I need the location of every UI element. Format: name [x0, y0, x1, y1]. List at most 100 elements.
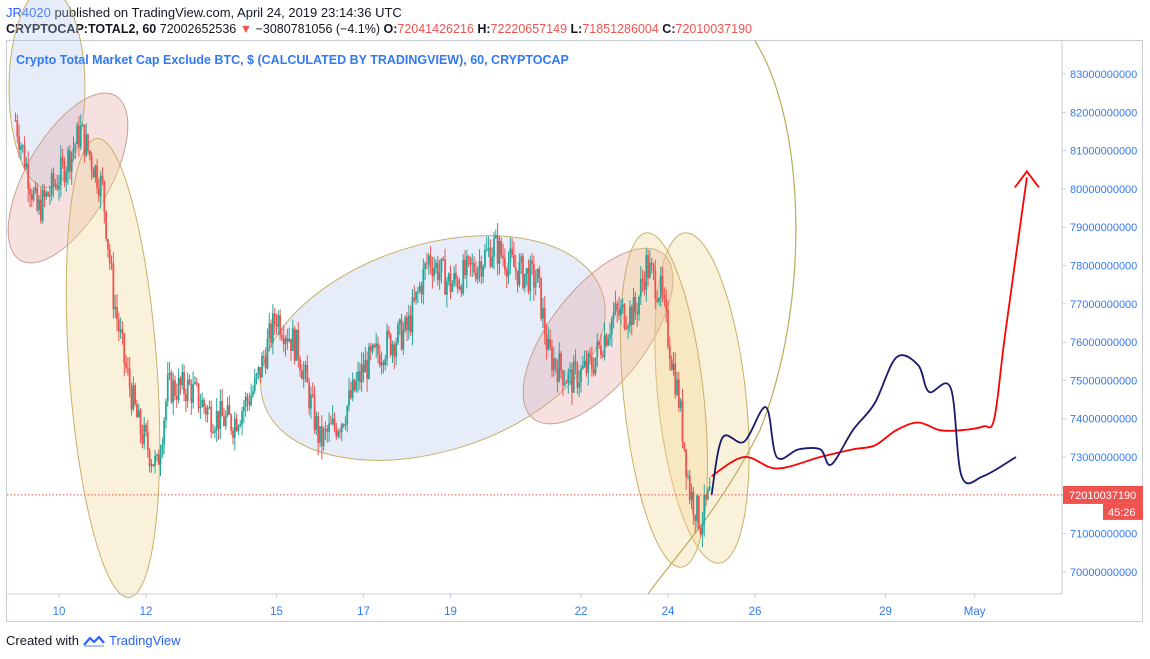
candle-body	[496, 235, 499, 264]
candle	[561, 369, 564, 397]
candle	[688, 469, 691, 505]
candle	[643, 271, 646, 296]
candle-body	[377, 343, 379, 355]
candle-body	[175, 395, 178, 400]
candle	[137, 403, 140, 418]
candle-body	[594, 357, 597, 374]
candle-body	[286, 338, 289, 342]
close-label: C:	[662, 22, 676, 36]
candle-body	[58, 185, 60, 190]
candle	[543, 296, 546, 345]
x-tick-label: 26	[749, 606, 762, 618]
tradingview-brand[interactable]: TradingView	[108, 633, 181, 648]
candle	[563, 369, 566, 388]
candle-body	[61, 157, 64, 162]
candle-body	[464, 259, 466, 276]
candle	[522, 253, 524, 290]
candle	[300, 363, 303, 380]
candle-body	[232, 430, 234, 438]
candle	[315, 411, 318, 436]
candle	[125, 354, 127, 373]
candle	[520, 253, 523, 275]
high-value: 72220657149	[490, 22, 568, 36]
candle-body	[616, 303, 619, 310]
candle	[353, 378, 356, 392]
candle-body	[625, 327, 628, 329]
candle-body	[23, 145, 26, 168]
chart-frame[interactable]	[6, 40, 1143, 622]
candle-body	[181, 372, 184, 386]
candle	[699, 525, 702, 537]
candle-body	[407, 315, 410, 331]
candle	[612, 301, 615, 329]
candle	[387, 326, 390, 339]
candle-body	[105, 211, 108, 240]
candle-body	[688, 475, 691, 501]
candle-body	[223, 416, 225, 426]
candle	[600, 334, 602, 360]
candle-body	[166, 374, 169, 402]
candle	[326, 424, 329, 443]
candle	[690, 483, 693, 510]
author-link[interactable]: JR4020	[6, 5, 51, 20]
drawing-ellipses	[7, 0, 797, 598]
candle	[451, 280, 454, 293]
candle-body	[315, 416, 318, 430]
candle	[500, 237, 503, 259]
ellipse-large-yellow	[647, 40, 797, 595]
candle-body	[447, 273, 450, 282]
candle	[30, 188, 33, 207]
candle-body	[346, 405, 349, 425]
candle	[161, 437, 164, 459]
candle	[201, 392, 204, 408]
candle-body	[322, 428, 325, 447]
candle	[467, 254, 470, 268]
candle	[538, 265, 541, 289]
candle	[536, 268, 539, 283]
candle-body	[136, 403, 138, 418]
candle	[94, 164, 97, 183]
candle-body	[703, 494, 706, 525]
candle	[527, 259, 530, 295]
candle-body	[362, 364, 365, 373]
candle-body	[281, 335, 283, 339]
candle	[371, 343, 374, 355]
candle	[175, 383, 178, 409]
candle	[154, 449, 156, 474]
candle-body	[235, 418, 238, 431]
symbol-name[interactable]: CRYPTOCAP:TOTAL2, 60	[6, 22, 157, 36]
candle-body	[273, 313, 276, 325]
candle-body	[29, 189, 31, 195]
candle	[259, 367, 262, 384]
candle	[391, 340, 394, 363]
candle-body	[393, 344, 396, 357]
candle	[320, 415, 323, 460]
candle	[65, 166, 68, 192]
candle	[16, 114, 19, 144]
candle-body	[560, 352, 562, 371]
candle	[70, 151, 73, 185]
candle-body	[99, 175, 102, 197]
candle-body	[413, 297, 416, 301]
candle-body	[375, 343, 378, 348]
candle-body	[63, 161, 66, 183]
candle-body	[212, 432, 214, 434]
candle-body	[485, 249, 488, 251]
candle	[97, 177, 100, 203]
candle-body	[349, 390, 352, 398]
candle-body	[186, 379, 189, 402]
candle-body	[612, 312, 615, 319]
candle-body	[308, 382, 311, 409]
candle-body	[435, 262, 437, 268]
candle-body	[558, 352, 561, 382]
x-tick-label: 12	[140, 606, 153, 618]
candle	[59, 145, 62, 197]
candle	[190, 379, 193, 416]
candle-body	[656, 298, 659, 302]
candle-body	[373, 344, 376, 348]
candle-body	[96, 165, 98, 189]
candle	[514, 254, 517, 280]
candle	[393, 341, 396, 370]
candle-body	[654, 270, 657, 299]
